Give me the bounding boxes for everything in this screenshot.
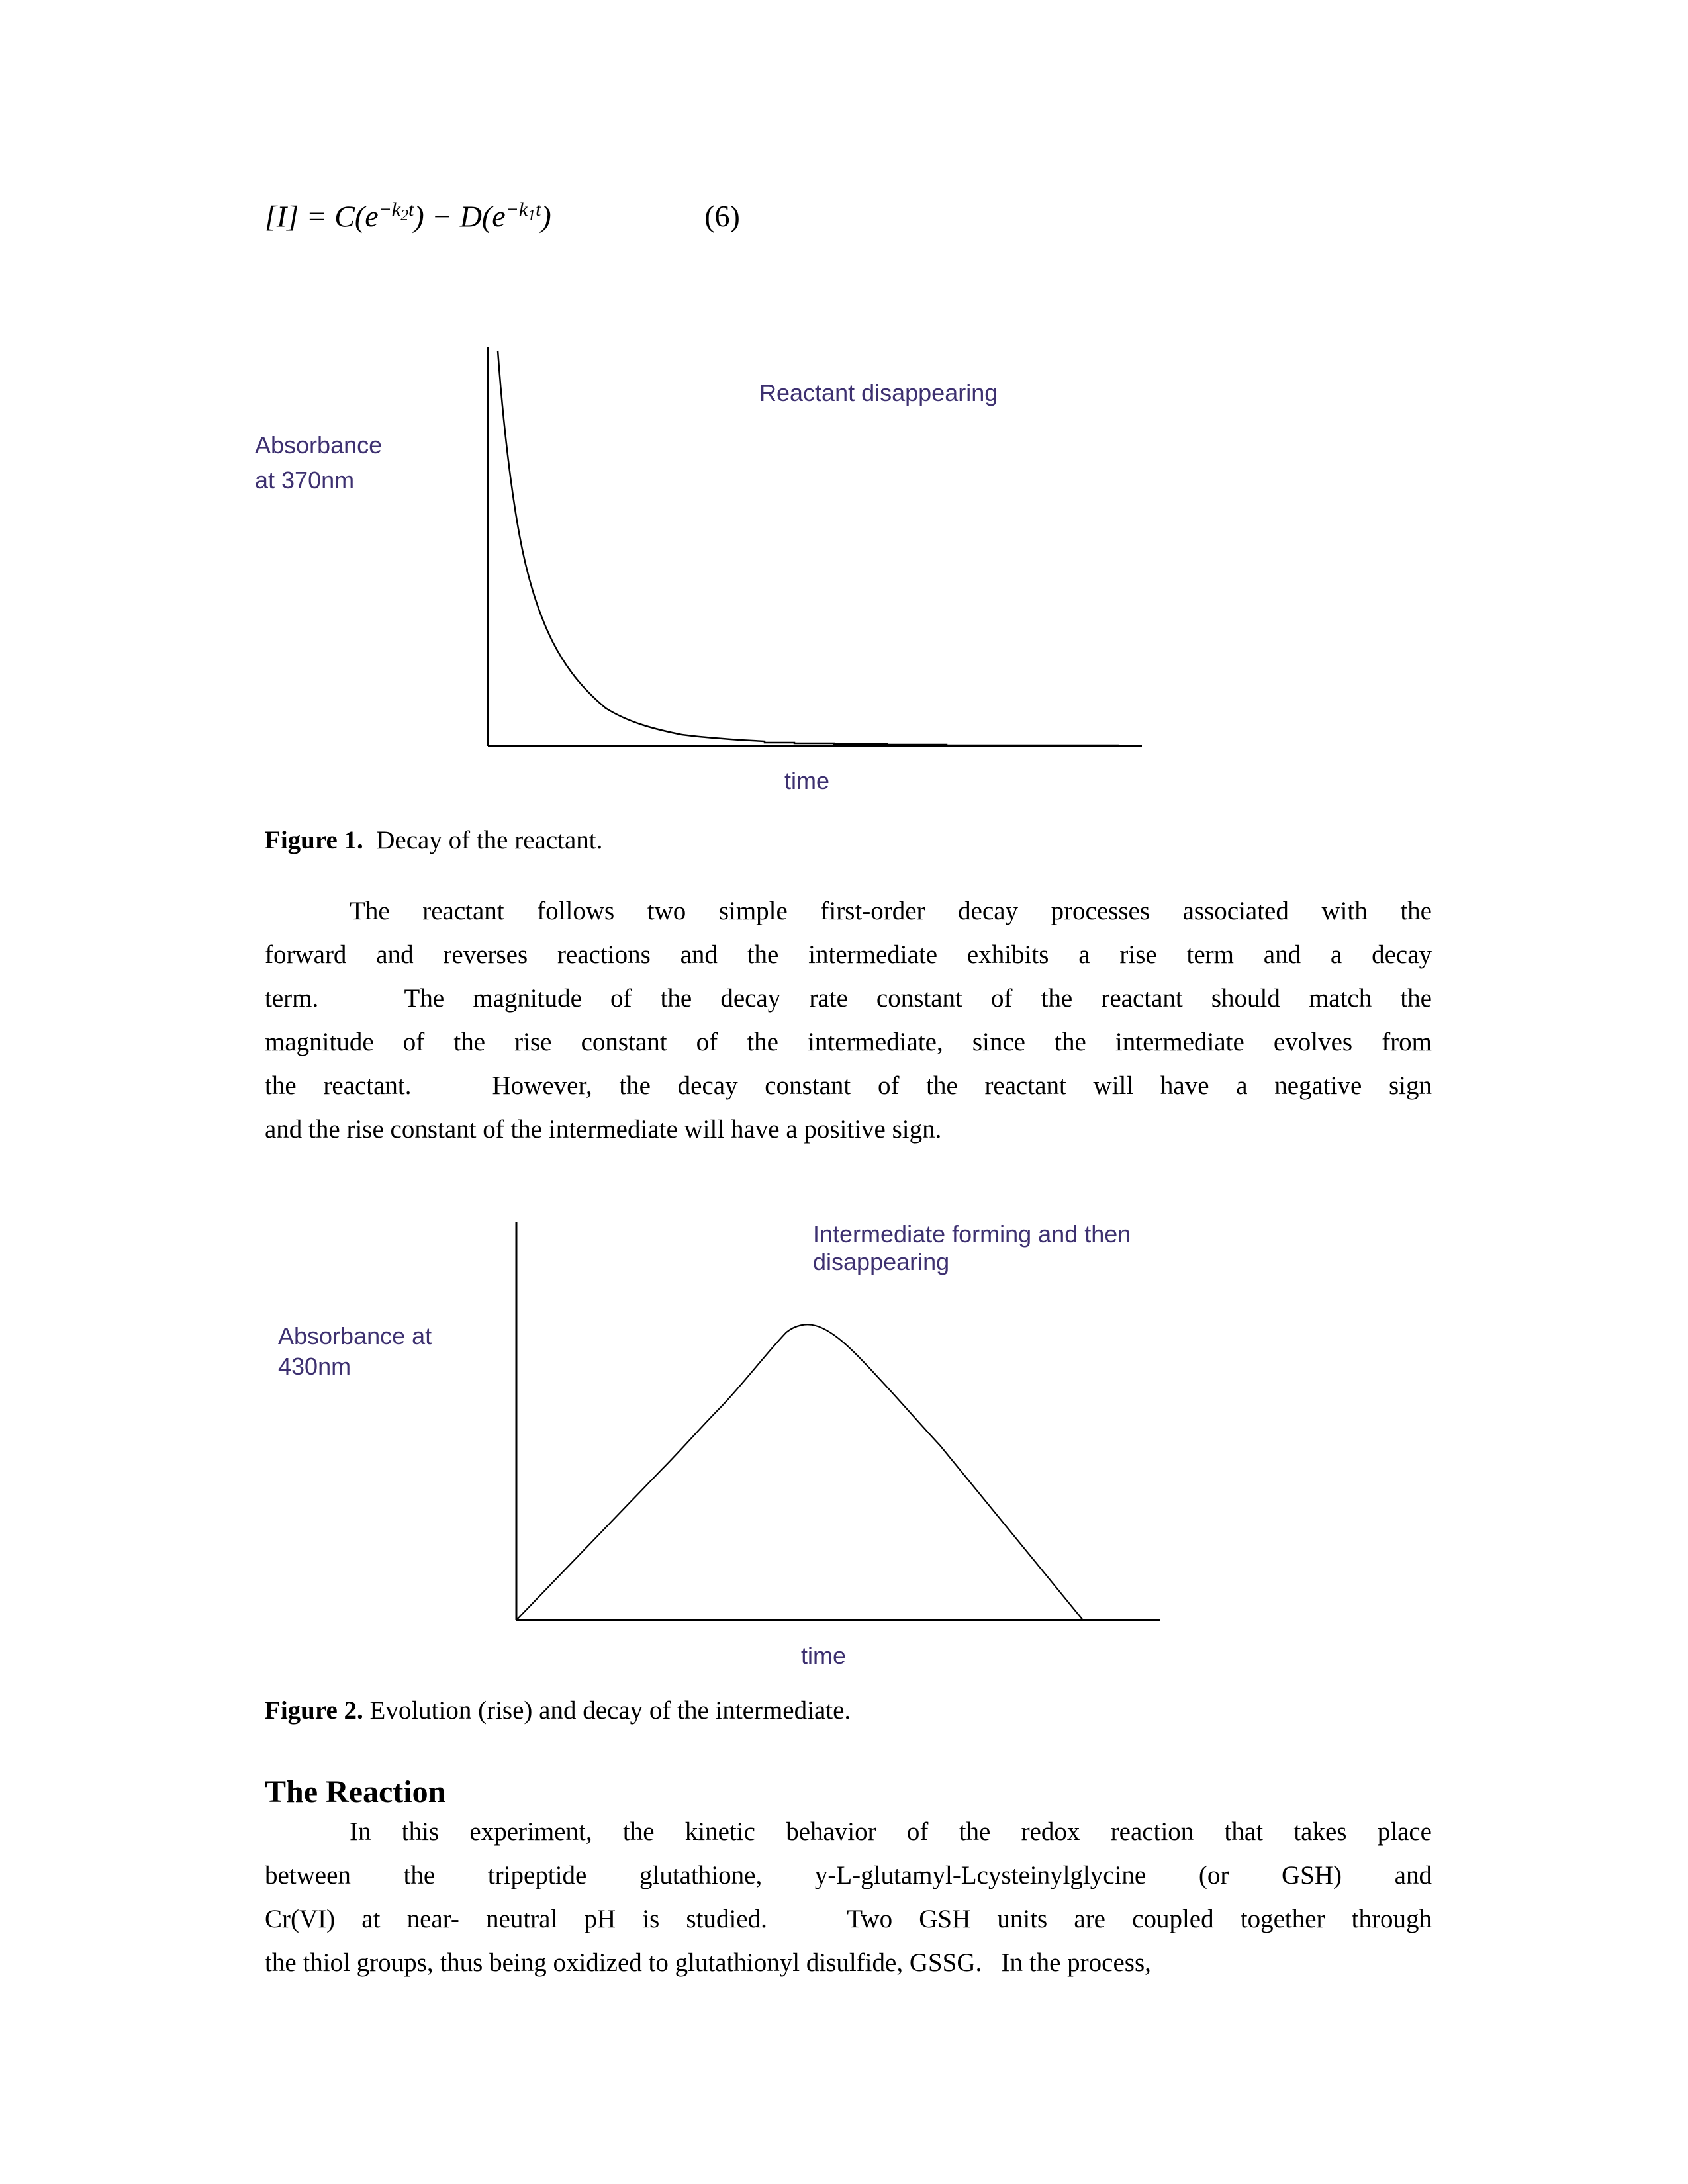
svg-text:at 370nm: at 370nm [255, 467, 354, 494]
svg-text:Absorbance: Absorbance [255, 432, 382, 459]
svg-text:Intermediate forming and then: Intermediate forming and then [813, 1220, 1131, 1248]
svg-text:disappearing: disappearing [813, 1248, 949, 1275]
svg-text:Absorbance at: Absorbance at [278, 1322, 432, 1349]
svg-text:time: time [784, 767, 829, 794]
svg-text:time: time [801, 1642, 846, 1669]
svg-text:Reactant disappearing: Reactant disappearing [759, 379, 998, 406]
svg-text:430nm: 430nm [278, 1353, 351, 1380]
